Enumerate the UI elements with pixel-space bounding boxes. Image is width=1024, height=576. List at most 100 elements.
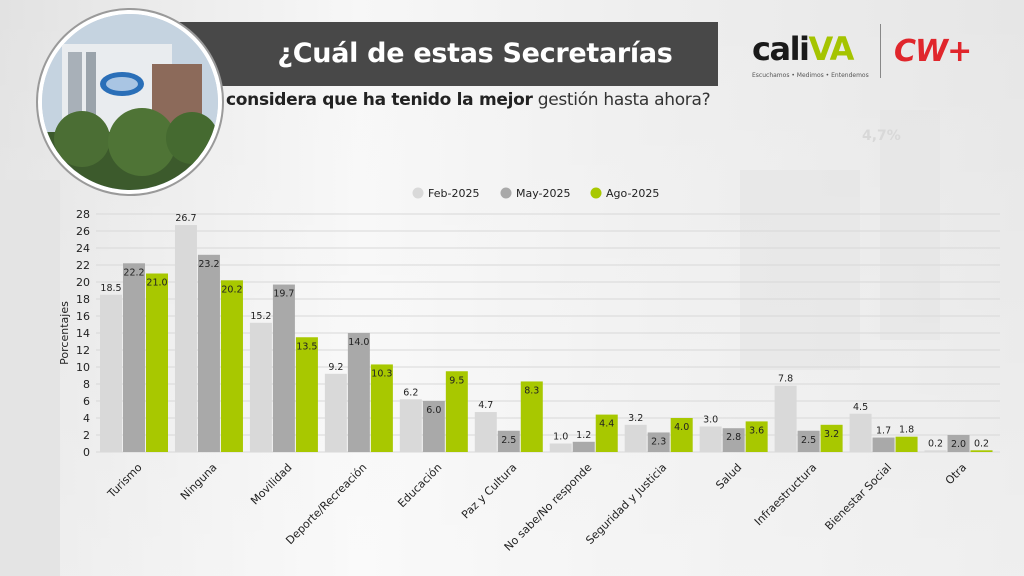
cw-plus-logo: CW+ bbox=[894, 34, 972, 69]
bar bbox=[722, 428, 745, 452]
bar bbox=[745, 421, 768, 452]
bar bbox=[647, 432, 670, 452]
data-label: 14.0 bbox=[348, 337, 369, 348]
y-tick-label: 16 bbox=[76, 310, 90, 323]
bar bbox=[670, 418, 693, 452]
x-tick-label: Educación bbox=[395, 461, 444, 510]
building-photo-illustration bbox=[42, 14, 218, 190]
data-label: 13.5 bbox=[296, 341, 317, 352]
bar bbox=[970, 450, 993, 452]
data-label: 1.0 bbox=[553, 432, 568, 443]
x-tick-label: Turismo bbox=[104, 461, 144, 501]
background-building bbox=[0, 180, 60, 576]
legend-marker bbox=[500, 187, 512, 199]
bar bbox=[123, 263, 145, 452]
y-tick-label: 14 bbox=[76, 327, 90, 340]
data-label: 15.2 bbox=[250, 311, 271, 322]
data-label: 2.8 bbox=[726, 432, 741, 443]
bar bbox=[497, 430, 520, 452]
data-label: 4.0 bbox=[674, 422, 689, 433]
bar bbox=[295, 337, 318, 452]
data-label: 8.3 bbox=[524, 385, 539, 396]
building-photo bbox=[38, 10, 222, 194]
y-tick-label: 18 bbox=[76, 293, 90, 306]
subtitle-rest: gestión hasta ahora? bbox=[532, 90, 711, 110]
data-label: 1.7 bbox=[876, 426, 891, 437]
bar bbox=[474, 412, 497, 452]
data-label: 3.2 bbox=[628, 413, 643, 424]
data-label: 4.7 bbox=[478, 400, 493, 411]
bar bbox=[399, 399, 422, 452]
data-label: 22.2 bbox=[123, 267, 144, 278]
data-label: 21.0 bbox=[146, 278, 167, 289]
title-banner bbox=[172, 22, 718, 86]
data-label: 1.2 bbox=[576, 430, 591, 441]
bar bbox=[947, 435, 970, 452]
data-label: 9.2 bbox=[328, 362, 343, 373]
y-tick-label: 10 bbox=[76, 361, 90, 374]
bar bbox=[624, 424, 647, 452]
x-tick-label: Ninguna bbox=[178, 461, 220, 503]
legend-label: May-2025 bbox=[516, 187, 571, 200]
data-label: 18.5 bbox=[100, 283, 121, 294]
data-label: 2.3 bbox=[651, 436, 666, 447]
bar bbox=[595, 414, 618, 452]
data-label: 2.5 bbox=[801, 435, 816, 446]
x-tick-label: Otra bbox=[943, 461, 969, 487]
data-label: 0.2 bbox=[928, 438, 943, 449]
caliva-tagline: Escuchamos • Medimos • Entendemos bbox=[752, 72, 869, 79]
subtitle-bold: considera que ha tenido la mejor bbox=[226, 90, 533, 110]
y-tick-label: 2 bbox=[83, 429, 90, 442]
bar bbox=[197, 254, 220, 452]
bar bbox=[572, 441, 595, 452]
page-subtitle: considera que ha tenido la mejor gestión… bbox=[226, 90, 746, 110]
bar bbox=[849, 413, 872, 452]
y-tick-label: 20 bbox=[76, 276, 90, 289]
bar bbox=[324, 373, 347, 452]
x-tick-label: Movilidad bbox=[248, 461, 294, 507]
data-label: 6.0 bbox=[426, 405, 441, 416]
data-label: 0.2 bbox=[974, 438, 989, 449]
data-label: 23.2 bbox=[198, 259, 219, 270]
x-tick-label: No sabe/No responde bbox=[502, 461, 595, 554]
bar bbox=[370, 364, 393, 452]
y-tick-label: 4 bbox=[83, 412, 90, 425]
bar bbox=[895, 436, 918, 452]
caliva-logo: caliVA bbox=[752, 30, 854, 68]
legend-label: Feb-2025 bbox=[428, 187, 479, 200]
bar bbox=[174, 225, 197, 452]
legend-marker bbox=[412, 187, 424, 199]
bar bbox=[445, 371, 468, 452]
x-tick-label: Seguridad y Justicia bbox=[583, 461, 669, 547]
data-label: 6.2 bbox=[403, 387, 418, 398]
y-tick-label: 0 bbox=[83, 446, 90, 459]
data-label: 19.7 bbox=[273, 289, 294, 300]
data-label: 26.7 bbox=[175, 213, 196, 224]
x-tick-label: Deporte/Recreación bbox=[283, 461, 369, 547]
legend-label: Ago-2025 bbox=[606, 187, 659, 200]
bar bbox=[272, 284, 295, 452]
bar bbox=[774, 385, 797, 452]
y-tick-label: 22 bbox=[76, 259, 90, 272]
x-tick-label: Infraestructura bbox=[752, 461, 819, 528]
y-axis-label: Porcentajes bbox=[58, 301, 71, 365]
bar bbox=[872, 437, 895, 452]
data-label: 3.6 bbox=[749, 425, 764, 436]
background-building bbox=[740, 170, 860, 370]
y-tick-label: 6 bbox=[83, 395, 90, 408]
bar bbox=[520, 381, 543, 452]
data-label: 10.3 bbox=[371, 368, 392, 379]
x-tick-label: Salud bbox=[713, 461, 744, 492]
y-tick-label: 24 bbox=[76, 242, 90, 255]
data-label: 3.0 bbox=[703, 415, 718, 426]
bar bbox=[422, 401, 445, 452]
data-label: 2.5 bbox=[501, 435, 516, 446]
data-label: 3.2 bbox=[824, 429, 839, 440]
bar bbox=[100, 294, 122, 452]
y-tick-label: 8 bbox=[83, 378, 90, 391]
x-tick-label: Paz y Cultura bbox=[459, 461, 519, 521]
bar bbox=[220, 280, 243, 452]
y-tick-label: 12 bbox=[76, 344, 90, 357]
data-label: 2.0 bbox=[951, 439, 966, 450]
data-label: 4.4 bbox=[599, 419, 614, 430]
